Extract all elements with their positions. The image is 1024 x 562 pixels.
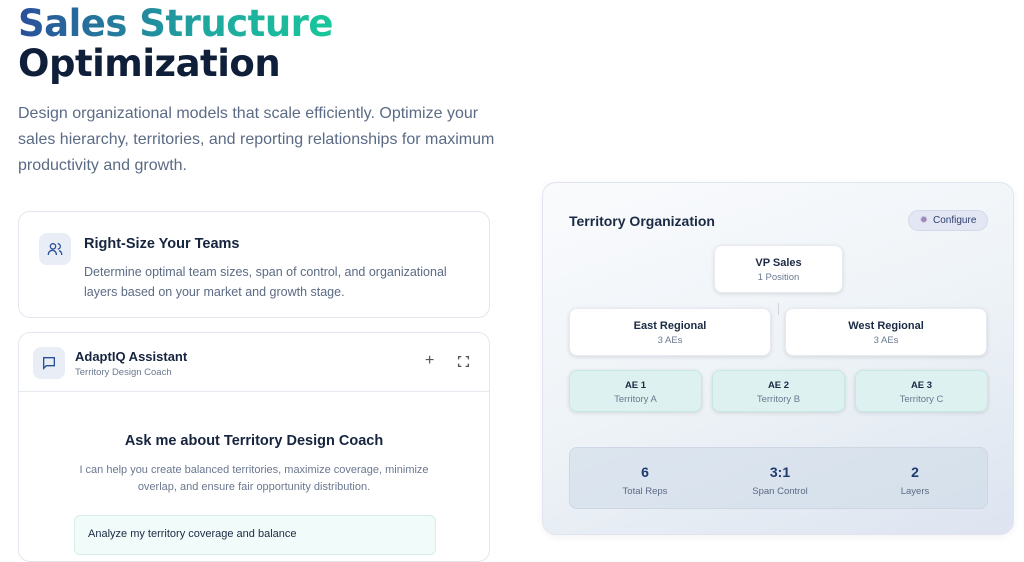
node-west-regional[interactable]: West Regional 3 AEs xyxy=(785,308,987,356)
assistant-heading: Ask me about Territory Design Coach xyxy=(124,433,384,449)
stat-layers: 2 Layers xyxy=(900,464,930,497)
feature-text: Determine optimal team sizes, span of co… xyxy=(84,265,447,299)
connector-line xyxy=(778,303,779,315)
configure-button[interactable]: ✹ Configure xyxy=(908,210,988,231)
node-east-regional[interactable]: East Regional 3 AEs xyxy=(569,308,771,356)
chat-icon xyxy=(33,347,65,379)
page-title-line2: Optimization xyxy=(18,42,281,85)
stats-bar: 6 Total Reps 3:1 Span Control 2 Layers xyxy=(569,447,988,509)
page-description: Design organizational models that scale … xyxy=(18,105,495,174)
gear-icon: ✹ xyxy=(919,215,929,226)
page-title-line1: Sales Structure xyxy=(18,2,334,45)
new-chat-button[interactable]: + xyxy=(425,352,435,369)
node-ae-2[interactable]: AE 2 Territory B xyxy=(712,370,845,412)
users-icon xyxy=(39,233,71,265)
assistant-name: AdaptIQ Assistant xyxy=(75,349,188,364)
assistant-intro: I can help you create balanced territori… xyxy=(79,464,429,493)
stat-total-reps: 6 Total Reps xyxy=(622,464,668,497)
feature-card: Right-Size Your Teams Determine optimal … xyxy=(18,211,490,318)
territory-panel: Territory Organization ✹ Configure VP Sal… xyxy=(542,182,1014,535)
divider xyxy=(19,391,489,392)
node-vp-sales[interactable]: VP Sales 1 Position xyxy=(714,245,843,293)
assistant-panel: AdaptIQ Assistant Territory Design Coach… xyxy=(18,332,490,562)
panel-title: Territory Organization xyxy=(569,213,715,229)
assistant-subtitle: Territory Design Coach xyxy=(75,367,172,378)
node-ae-1[interactable]: AE 1 Territory A xyxy=(569,370,702,412)
stat-span-control: 3:1 Span Control xyxy=(752,464,808,497)
node-ae-3[interactable]: AE 3 Territory C xyxy=(855,370,988,412)
expand-icon[interactable] xyxy=(457,355,470,373)
feature-title: Right-Size Your Teams xyxy=(84,236,240,252)
suggestion-button[interactable]: Analyze my territory coverage and balanc… xyxy=(74,515,436,555)
